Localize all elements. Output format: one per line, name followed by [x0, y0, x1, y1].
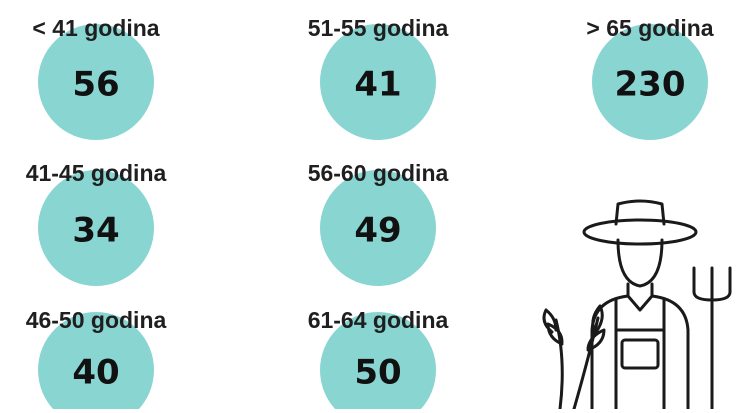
age-group: 56-60 godina 49: [308, 160, 449, 286]
age-group: 61-64 godina 50: [308, 307, 449, 409]
age-label: 46-50 godina: [26, 307, 167, 333]
count: 40: [72, 353, 119, 393]
age-label: 61-64 godina: [308, 307, 449, 333]
count: 49: [354, 211, 401, 251]
count: 34: [72, 211, 119, 251]
age-label: > 65 godina: [586, 15, 713, 41]
farmer-icon: [544, 201, 730, 409]
age-group: > 65 godina 230: [586, 15, 713, 140]
age-group: 51-55 godina 41: [308, 15, 449, 140]
age-groups: < 41 godina 56 51-55 godina 41 > 65 godina 23…: [26, 15, 714, 409]
count: 56: [72, 65, 119, 105]
count: 50: [354, 353, 401, 393]
age-group: < 41 godina 56: [32, 15, 159, 140]
count: 230: [615, 65, 686, 105]
age-label: 41-45 godina: [26, 160, 167, 186]
infographic: < 41 godina 56 51-55 godina 41 > 65 godina 23…: [0, 0, 737, 409]
age-label: 51-55 godina: [308, 15, 449, 41]
count: 41: [354, 65, 401, 105]
age-label: < 41 godina: [32, 15, 159, 41]
age-group: 41-45 godina 34: [26, 160, 167, 286]
age-group: 46-50 godina 40: [26, 307, 167, 409]
age-label: 56-60 godina: [308, 160, 449, 186]
